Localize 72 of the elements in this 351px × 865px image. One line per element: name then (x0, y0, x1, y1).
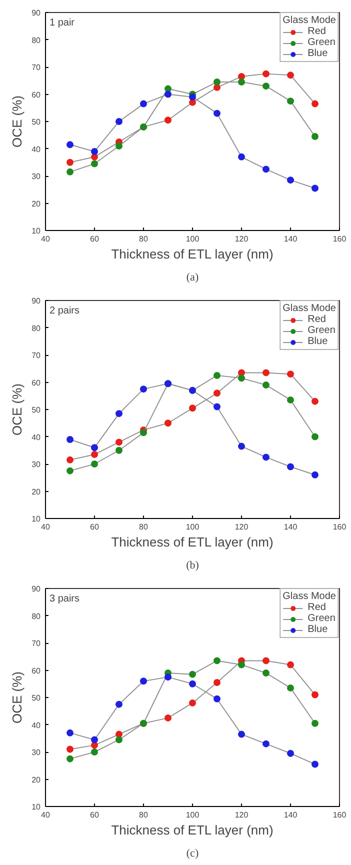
text: (b) (186, 560, 200, 572)
legend-label: Blue (308, 336, 328, 347)
annotation: 1 pair (50, 18, 76, 28)
x-tick-label: 160 (332, 522, 347, 532)
y-tick-label: 20 (32, 775, 42, 784)
x-tick-label: 120 (234, 522, 249, 532)
x-tick-label: 60 (90, 810, 100, 820)
x-tick-label: 140 (284, 234, 298, 244)
y-tick-label: 50 (32, 118, 42, 126)
y-tick-label: 90 (32, 8, 42, 18)
x-tick-label: 80 (139, 522, 148, 532)
y-tick-label: 60 (32, 666, 42, 676)
legend-label: Red (308, 602, 327, 613)
annotation: 3 pairs (50, 594, 80, 604)
legend-title: Glass Mode (282, 15, 336, 26)
text: (c) (186, 848, 199, 860)
x-tick-label: 60 (90, 522, 100, 532)
y-axis-title: OCE (%) (10, 672, 25, 724)
annotation: 2 pairs (50, 306, 80, 316)
legend-label: Green (308, 325, 336, 336)
y-tick-label: 60 (32, 90, 42, 100)
x-tick-label: 120 (234, 234, 249, 244)
x-tick-label: 100 (186, 810, 200, 820)
y-tick-label: 40 (32, 720, 42, 730)
y-tick-label: 80 (32, 36, 42, 45)
legend-label: Blue (308, 624, 328, 635)
x-axis-title: Thickness of ETL layer (nm) (111, 822, 274, 838)
y-tick-label: 80 (32, 324, 42, 333)
y-tick-label: 30 (32, 172, 42, 181)
y-tick-label: 50 (32, 694, 42, 702)
y-tick-label: 70 (32, 351, 42, 360)
legend-label: Green (308, 613, 336, 624)
x-tick-label: 80 (139, 234, 148, 244)
y-axis-title: OCE (%) (10, 384, 25, 436)
y-tick-label: 20 (32, 487, 42, 496)
x-axis-title: Thickness of ETL layer (nm) (111, 246, 274, 262)
y-tick-label: 60 (32, 378, 42, 388)
x-tick-label: 100 (186, 234, 200, 244)
x-axis-title: Thickness of ETL layer (nm) (111, 534, 274, 550)
x-tick-label: 160 (332, 234, 347, 244)
x-tick-label: 160 (332, 810, 347, 820)
legend-label: Green (308, 37, 336, 48)
legend-label: Red (308, 314, 327, 325)
y-axis-title: OCE (%) (10, 96, 25, 148)
x-tick-label: 40 (41, 234, 50, 244)
x-tick-label: 100 (186, 522, 200, 532)
y-tick-label: 70 (32, 639, 42, 648)
x-tick-label: 40 (41, 522, 50, 532)
y-tick-label: 70 (32, 63, 42, 72)
y-tick-label: 10 (32, 802, 42, 812)
y-tick-label: 10 (32, 514, 42, 524)
y-tick-label: 30 (32, 748, 42, 757)
x-tick-label: 120 (234, 810, 249, 820)
legend-label: Red (308, 26, 327, 37)
y-tick-label: 80 (32, 612, 42, 621)
y-tick-label: 30 (32, 460, 42, 469)
x-tick-label: 60 (90, 234, 100, 244)
y-tick-label: 90 (32, 584, 42, 594)
x-tick-label: 40 (41, 810, 50, 820)
legend-title: Glass Mode (282, 303, 336, 314)
y-tick-label: 40 (32, 432, 42, 442)
y-tick-label: 20 (32, 199, 42, 208)
x-tick-label: 140 (284, 522, 298, 532)
y-tick-label: 10 (32, 226, 42, 236)
y-tick-label: 90 (32, 296, 42, 306)
text: (a) (186, 272, 199, 284)
x-tick-label: 80 (139, 810, 148, 820)
y-tick-label: 40 (32, 144, 42, 154)
x-tick-label: 140 (284, 810, 298, 820)
legend-title: Glass Mode (282, 591, 336, 602)
y-tick-label: 50 (32, 406, 42, 414)
legend-label: Blue (308, 48, 328, 59)
